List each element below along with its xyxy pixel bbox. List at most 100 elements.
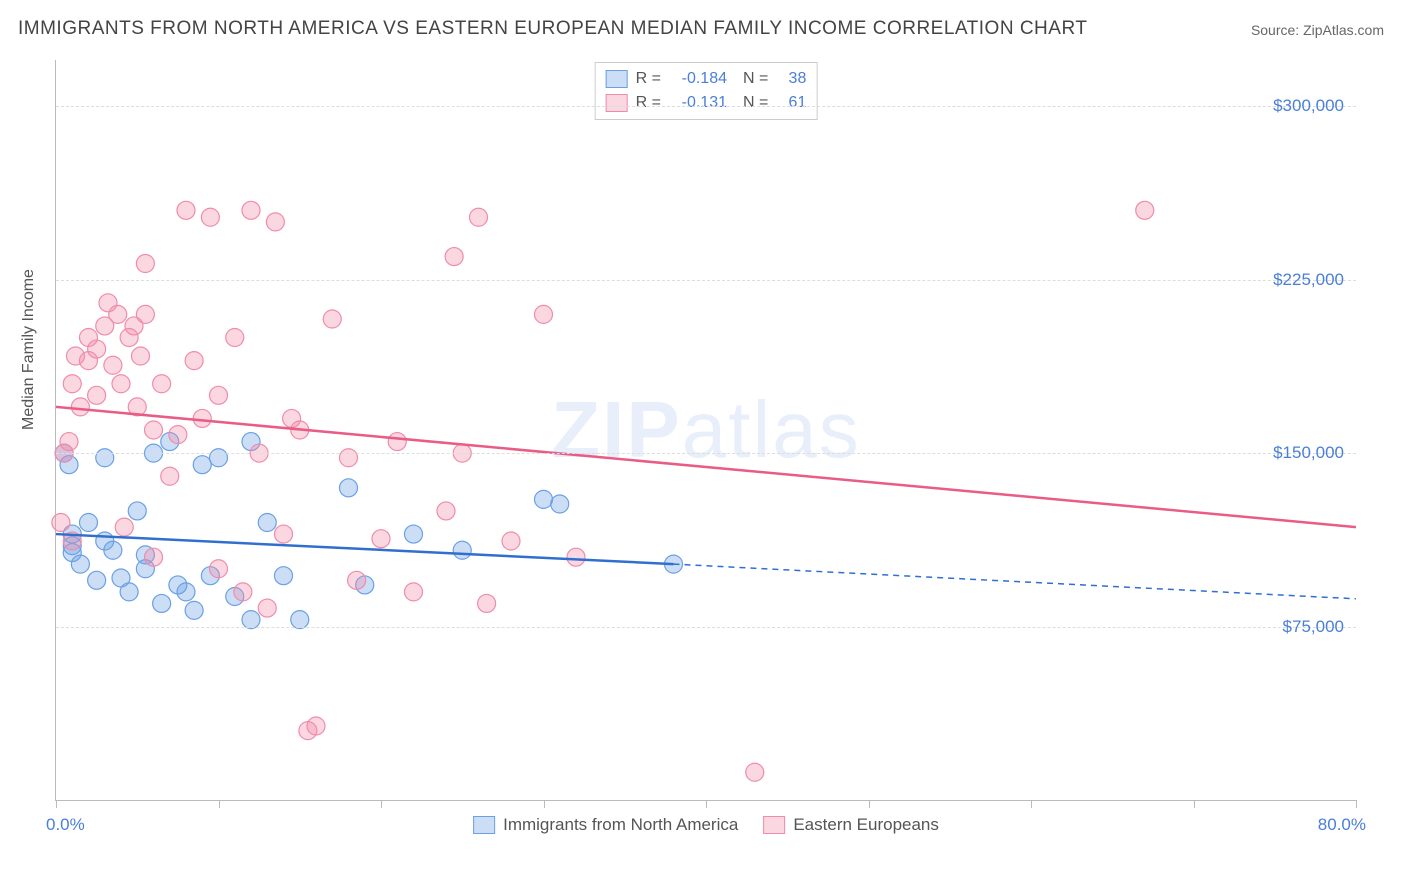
x-tick <box>381 800 382 808</box>
x-tick <box>1356 800 1357 808</box>
n-value: 38 <box>776 67 806 91</box>
data-point <box>71 555 89 573</box>
correlation-legend: R = -0.184 N = 38 R = -0.131 N = 61 <box>595 62 818 120</box>
data-point <box>136 305 154 323</box>
y-tick-label: $300,000 <box>1273 96 1344 116</box>
legend-swatch <box>606 70 628 88</box>
legend-item: Eastern Europeans <box>763 815 939 835</box>
data-point <box>275 567 293 585</box>
legend-item: Immigrants from North America <box>473 815 738 835</box>
trend-line <box>56 407 1356 527</box>
data-point <box>120 583 138 601</box>
x-tick <box>1194 800 1195 808</box>
r-value: -0.184 <box>669 67 727 91</box>
x-axis-min-label: 0.0% <box>46 815 85 835</box>
data-point <box>323 310 341 328</box>
data-point <box>340 449 358 467</box>
data-point <box>535 305 553 323</box>
data-point <box>372 530 390 548</box>
data-point <box>551 495 569 513</box>
data-point <box>445 248 463 266</box>
data-point <box>169 426 187 444</box>
data-point <box>104 541 122 559</box>
y-tick-label: $150,000 <box>1273 443 1344 463</box>
data-point <box>71 398 89 416</box>
data-point <box>307 717 325 735</box>
data-point <box>80 514 98 532</box>
data-point <box>88 571 106 589</box>
n-value: 61 <box>776 91 806 115</box>
data-point <box>340 479 358 497</box>
data-point <box>96 449 114 467</box>
data-point <box>63 375 81 393</box>
gridline <box>56 280 1356 281</box>
data-point <box>437 502 455 520</box>
data-point <box>132 347 150 365</box>
r-label: R = <box>636 67 661 91</box>
series-legend: Immigrants from North America Eastern Eur… <box>473 815 939 835</box>
data-point <box>405 583 423 601</box>
data-point <box>348 571 366 589</box>
source-attribution: Source: ZipAtlas.com <box>1251 22 1384 38</box>
data-point <box>153 594 171 612</box>
data-point <box>128 502 146 520</box>
data-point <box>746 763 764 781</box>
legend-label: Immigrants from North America <box>503 815 738 835</box>
data-point <box>185 601 203 619</box>
chart-title: IMMIGRANTS FROM NORTH AMERICA VS EASTERN… <box>18 18 1087 40</box>
gridline <box>56 106 1356 107</box>
gridline <box>56 453 1356 454</box>
data-point <box>88 340 106 358</box>
scatter-plot-svg <box>56 60 1356 800</box>
x-tick <box>56 800 57 808</box>
data-point <box>470 208 488 226</box>
y-tick-label: $225,000 <box>1273 270 1344 290</box>
r-label: R = <box>636 91 661 115</box>
data-point <box>405 525 423 543</box>
legend-swatch <box>473 816 495 834</box>
data-point <box>177 201 195 219</box>
data-point <box>266 213 284 231</box>
data-point <box>567 548 585 566</box>
x-axis-max-label: 80.0% <box>1318 815 1366 835</box>
data-point <box>115 518 133 536</box>
trend-line-extension <box>674 564 1357 599</box>
data-point <box>502 532 520 550</box>
data-point <box>177 583 195 601</box>
x-tick <box>1031 800 1032 808</box>
data-point <box>193 456 211 474</box>
data-point <box>453 541 471 559</box>
n-label: N = <box>743 67 768 91</box>
legend-row: R = -0.131 N = 61 <box>606 91 807 115</box>
x-tick <box>706 800 707 808</box>
legend-row: R = -0.184 N = 38 <box>606 67 807 91</box>
r-value: -0.131 <box>669 91 727 115</box>
data-point <box>201 208 219 226</box>
data-point <box>52 514 70 532</box>
data-point <box>210 560 228 578</box>
data-point <box>88 386 106 404</box>
data-point <box>60 433 78 451</box>
data-point <box>275 525 293 543</box>
data-point <box>145 548 163 566</box>
data-point <box>242 201 260 219</box>
data-point <box>478 594 496 612</box>
data-point <box>258 514 276 532</box>
x-tick <box>219 800 220 808</box>
legend-swatch <box>606 94 628 112</box>
y-axis-title: Median Family Income <box>20 269 38 430</box>
gridline <box>56 627 1356 628</box>
data-point <box>193 409 211 427</box>
data-point <box>210 449 228 467</box>
data-point <box>258 599 276 617</box>
data-point <box>535 490 553 508</box>
data-point <box>136 255 154 273</box>
data-point <box>109 305 127 323</box>
data-point <box>226 329 244 347</box>
data-point <box>112 375 130 393</box>
x-tick <box>869 800 870 808</box>
x-tick <box>544 800 545 808</box>
n-label: N = <box>743 91 768 115</box>
data-point <box>234 583 252 601</box>
data-point <box>388 433 406 451</box>
